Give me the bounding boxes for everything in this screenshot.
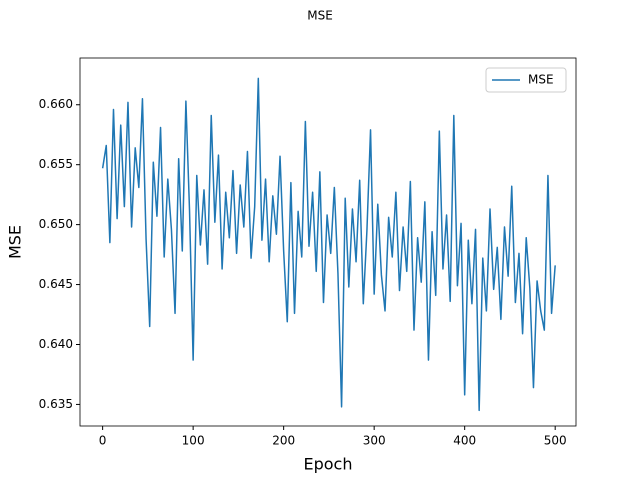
- y-axis-label: MSE: [6, 225, 25, 259]
- x-tick-label: 400: [453, 434, 476, 448]
- x-tick-label: 200: [272, 434, 295, 448]
- legend-box: [485, 67, 567, 93]
- x-tick-label: 100: [182, 434, 205, 448]
- axes-frame: [79, 57, 577, 427]
- x-axis-label: Epoch: [304, 455, 353, 474]
- x-tick-label: 0: [99, 434, 107, 448]
- y-tick-label: 0.640: [39, 337, 73, 351]
- data-line: [101, 77, 556, 412]
- y-tick-label: 0.650: [39, 217, 73, 231]
- y-tick-label: 0.645: [39, 277, 73, 291]
- y-tick-label: 0.635: [39, 397, 73, 411]
- y-tick-label: 0.655: [39, 157, 73, 171]
- x-tick-label: 500: [544, 434, 567, 448]
- chart-title: MSE: [307, 9, 333, 23]
- legend-label: MSE: [528, 73, 554, 87]
- y-tick-label: 0.660: [39, 97, 73, 111]
- x-tick-label: 300: [363, 434, 386, 448]
